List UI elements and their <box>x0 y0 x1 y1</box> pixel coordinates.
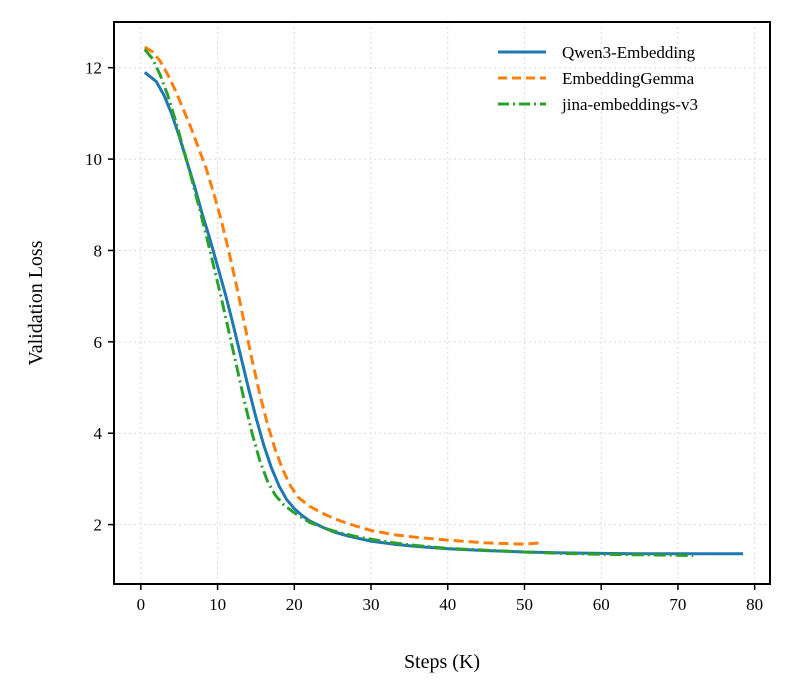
x-tick-label: 30 <box>363 595 380 614</box>
y-tick-label: 2 <box>94 516 103 535</box>
x-tick-label: 10 <box>209 595 226 614</box>
legend-label: EmbeddingGemma <box>562 69 695 88</box>
x-tick-label: 20 <box>286 595 303 614</box>
legend-label: jina-embeddings-v3 <box>561 95 698 114</box>
x-tick-label: 50 <box>516 595 533 614</box>
x-tick-label: 60 <box>593 595 610 614</box>
legend: Qwen3-Embedding EmbeddingGemma jina-embedd… <box>498 43 698 114</box>
x-axis-label: Steps (K) <box>404 651 480 673</box>
series-line-0 <box>143 71 744 556</box>
y-tick-label: 10 <box>85 150 102 169</box>
x-tick-label: 80 <box>746 595 763 614</box>
series-layer <box>143 45 744 558</box>
x-tick-label: 40 <box>439 595 456 614</box>
y-tick-label: 6 <box>94 333 103 352</box>
x-tick-label: 70 <box>669 595 686 614</box>
x-tick-label: 0 <box>137 595 146 614</box>
ticks: 0 10 20 30 40 50 60 70 80 2 4 6 8 10 12 <box>85 59 763 614</box>
y-tick-label: 8 <box>94 241 103 260</box>
y-tick-label: 12 <box>85 59 102 78</box>
y-tick-label: 4 <box>94 424 103 443</box>
series-line-1 <box>143 45 540 546</box>
grid <box>114 22 770 584</box>
y-axis-label: Validation Loss <box>25 240 47 365</box>
legend-label: Qwen3-Embedding <box>562 43 696 62</box>
series-line-2 <box>143 48 694 558</box>
plot-frame <box>113 21 771 585</box>
